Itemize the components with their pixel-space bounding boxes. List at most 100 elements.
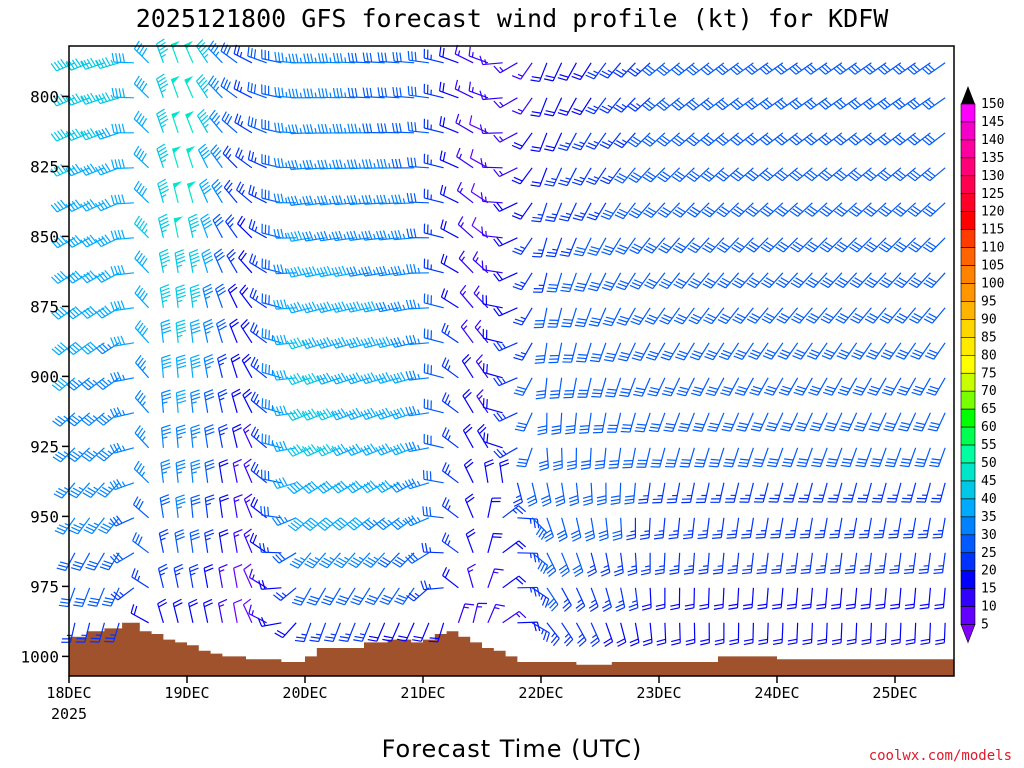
colorbar-segment	[960, 229, 976, 248]
x-tick-label: 21DEC	[400, 684, 445, 702]
wind-barb	[208, 40, 223, 64]
wind-barb	[218, 423, 228, 448]
wind-barb	[156, 143, 169, 168]
wind-barb	[130, 604, 149, 624]
wind-barb	[133, 460, 150, 484]
wind-barb	[516, 447, 533, 468]
wind-barb	[930, 482, 946, 503]
wind-barb	[741, 517, 754, 539]
wind-barb	[239, 284, 253, 309]
wind-barb	[204, 424, 215, 448]
terrain-area	[69, 622, 954, 676]
wind-barb	[286, 266, 312, 278]
wind-barb	[195, 39, 210, 64]
wind-barb	[775, 272, 799, 289]
wind-barb	[771, 587, 784, 610]
wind-barb	[439, 150, 459, 169]
wind-barb	[272, 440, 297, 452]
wind-barb	[134, 320, 150, 344]
wind-barb	[799, 517, 813, 539]
wind-barb	[468, 81, 489, 99]
wind-barb	[533, 307, 548, 329]
wind-barb	[592, 412, 607, 434]
wind-barb	[805, 307, 828, 324]
colorbar-segment	[960, 552, 976, 572]
wind-barb	[837, 377, 858, 396]
wind-barb	[652, 482, 666, 504]
wind-barb	[439, 184, 459, 204]
credit-link[interactable]: coolwx.com/models	[869, 748, 1012, 764]
wind-barb	[412, 622, 430, 642]
wind-barb	[423, 83, 444, 99]
wind-barb	[598, 517, 609, 542]
wind-barb	[226, 248, 238, 274]
wind-barb	[331, 265, 356, 278]
wind-barb	[741, 552, 754, 575]
colorbar-segment	[960, 157, 976, 177]
wind-barb	[487, 568, 504, 588]
wind-barb	[643, 237, 666, 254]
y-tick-label: 1000	[20, 647, 59, 666]
wind-barb	[405, 299, 429, 310]
wind-barb	[627, 552, 638, 576]
wind-barb	[173, 563, 184, 588]
wind-barb	[316, 443, 341, 457]
wind-barb	[511, 167, 533, 185]
wind-barb	[242, 598, 253, 624]
colorbar-label: 10	[981, 600, 997, 615]
wind-barb	[905, 622, 917, 645]
wind-barb	[440, 253, 459, 274]
colorbar-segment	[960, 139, 976, 159]
wind-barb	[763, 377, 784, 396]
wind-barb	[392, 51, 415, 64]
wind-barb	[286, 372, 312, 386]
wind-barb	[243, 528, 253, 554]
colorbar-label: 135	[981, 151, 1004, 166]
wind-barb	[407, 121, 429, 134]
wind-barb	[218, 459, 229, 483]
wind-barb	[615, 237, 636, 255]
wind-barb	[423, 363, 444, 379]
wind-barb	[613, 552, 624, 577]
wind-barb	[658, 272, 681, 290]
wind-barb	[353, 622, 371, 642]
wind-barb	[187, 213, 200, 238]
colorbar-label: 150	[981, 97, 1004, 112]
wind-barb	[922, 237, 946, 253]
wind-barb	[423, 293, 444, 309]
wind-barb	[170, 75, 180, 99]
wind-barb	[273, 228, 297, 239]
wind-barb	[728, 587, 740, 610]
wind-barb	[577, 377, 592, 398]
wind-barb	[639, 517, 651, 540]
colorbar-label: 100	[981, 277, 1004, 292]
wind-barb	[404, 478, 430, 490]
wind-barb	[502, 575, 527, 589]
wind-barb	[248, 219, 267, 239]
wind-barb	[477, 423, 489, 449]
wind-barb	[749, 377, 769, 396]
wind-barb	[406, 264, 429, 274]
wind-barb	[755, 517, 769, 539]
wind-barb	[188, 249, 200, 273]
wind-barb	[160, 459, 171, 483]
colorbar-label: 25	[981, 546, 997, 561]
colorbar-label: 5	[981, 618, 989, 633]
wind-barb	[557, 62, 577, 81]
wind-barb	[729, 622, 740, 646]
wind-barb	[836, 342, 858, 360]
wind-barb	[511, 62, 533, 80]
colorbar-segment	[960, 426, 976, 446]
wind-barb	[874, 552, 887, 575]
wind-barb	[627, 97, 651, 112]
wind-barb	[845, 587, 858, 610]
wind-barb	[603, 622, 614, 648]
wind-barb	[203, 598, 213, 623]
wind-barb	[688, 307, 710, 325]
wind-barb	[479, 124, 503, 134]
colorbar-segment	[960, 534, 976, 554]
wind-barb	[877, 167, 902, 182]
wind-barb	[808, 377, 828, 396]
wind-barb	[683, 552, 695, 575]
wind-barb	[186, 145, 196, 168]
